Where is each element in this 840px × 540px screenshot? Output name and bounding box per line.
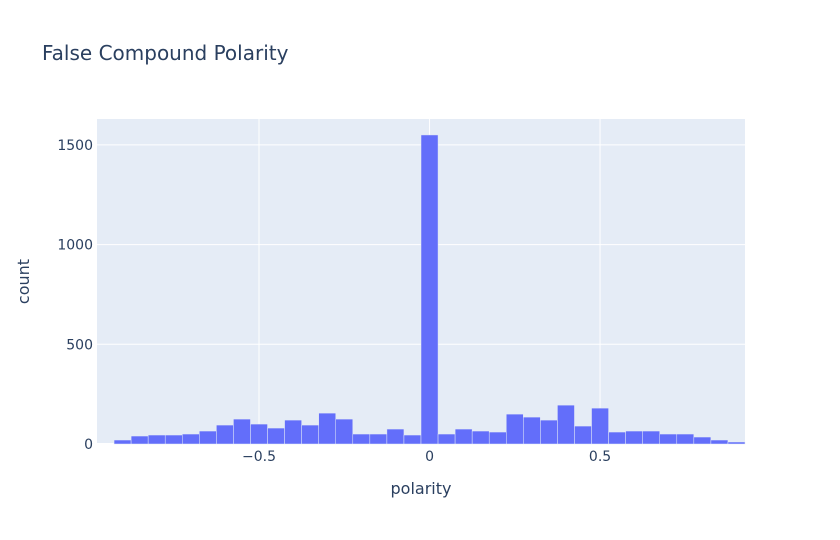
x-axis-ticks: −0.5 0 0.5 [242, 449, 611, 465]
histogram-bar [250, 423, 268, 445]
histogram-bar [369, 433, 388, 445]
histogram-bar [693, 436, 712, 445]
x-tick-label: 0 [425, 449, 434, 465]
bars [113, 134, 746, 445]
histogram-bar [659, 433, 678, 445]
x-tick-label: −0.5 [242, 449, 276, 465]
histogram-bar [437, 433, 456, 445]
histogram-bar [420, 134, 439, 445]
histogram-bar [574, 425, 592, 445]
histogram-bar [301, 424, 319, 445]
histogram-bar [608, 431, 626, 445]
histogram-bar [335, 418, 354, 445]
histogram-bar [488, 431, 507, 445]
histogram-bar [267, 427, 285, 445]
x-axis-title: polarity [391, 479, 452, 498]
y-tick-label: 500 [66, 337, 93, 353]
histogram-bar [233, 418, 251, 445]
histogram-bar [727, 441, 746, 445]
histogram-bar [147, 434, 166, 445]
histogram-bar [199, 430, 217, 445]
y-tick-label: 1500 [57, 138, 93, 154]
histogram-bar [642, 430, 660, 445]
histogram-bar [523, 416, 541, 445]
histogram-bar [676, 433, 695, 445]
histogram-bar [352, 433, 371, 445]
histogram-bar [216, 424, 234, 445]
x-tick-label: 0.5 [589, 449, 611, 465]
y-tick-label: 1000 [57, 238, 93, 254]
y-axis-title: count [14, 259, 33, 304]
histogram-bar [113, 439, 132, 445]
histogram-bar [471, 430, 490, 445]
histogram-bar [164, 434, 183, 445]
histogram-bar [454, 428, 473, 445]
histogram-bar [130, 435, 149, 445]
histogram-bar [540, 419, 558, 445]
histogram-bar [386, 428, 405, 445]
histogram-bar [506, 413, 524, 445]
histogram-bar [710, 439, 729, 445]
histogram-bar [591, 407, 609, 445]
histogram-bar [182, 433, 200, 445]
histogram-bar [318, 412, 336, 445]
y-tick-label: 0 [84, 437, 93, 453]
chart-title: False Compound Polarity [42, 41, 289, 65]
histogram-bar [625, 430, 643, 445]
histogram-bar [284, 419, 302, 445]
y-axis-ticks: 0 500 1000 1500 [57, 138, 93, 453]
histogram-bar [403, 434, 422, 445]
histogram-bar [557, 404, 575, 445]
